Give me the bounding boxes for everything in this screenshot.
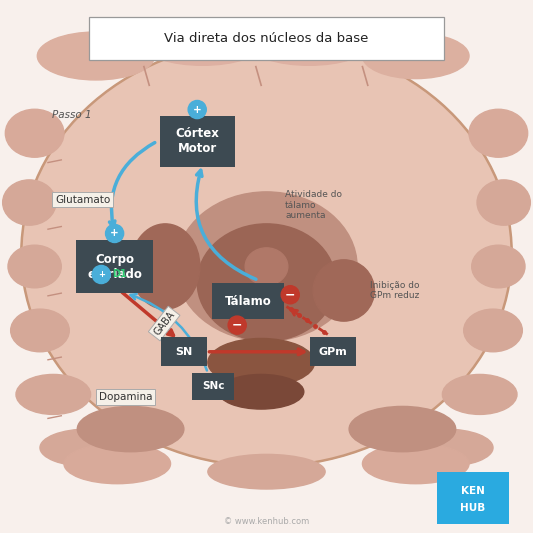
Ellipse shape <box>131 224 200 309</box>
Ellipse shape <box>3 180 56 225</box>
Ellipse shape <box>144 25 261 66</box>
Text: © www.kenhub.com: © www.kenhub.com <box>224 517 309 526</box>
Ellipse shape <box>245 248 288 285</box>
Circle shape <box>188 100 206 118</box>
Text: D1: D1 <box>112 270 127 279</box>
Text: Tálamo: Tálamo <box>224 295 271 308</box>
Text: Atividade do
tálamo
aumenta: Atividade do tálamo aumenta <box>285 190 342 220</box>
Text: +: + <box>98 270 105 279</box>
Circle shape <box>92 265 110 284</box>
Circle shape <box>281 286 300 304</box>
FancyBboxPatch shape <box>161 337 206 367</box>
Text: Via direta dos núcleos da base: Via direta dos núcleos da base <box>164 32 369 45</box>
Ellipse shape <box>8 245 61 288</box>
Ellipse shape <box>349 406 456 452</box>
Ellipse shape <box>37 32 155 80</box>
Ellipse shape <box>477 180 530 225</box>
FancyBboxPatch shape <box>310 337 356 367</box>
Text: +: + <box>193 104 201 115</box>
Ellipse shape <box>442 374 517 415</box>
FancyBboxPatch shape <box>437 472 509 524</box>
Text: Passo 1: Passo 1 <box>52 110 92 119</box>
Ellipse shape <box>208 454 325 489</box>
Text: Dopamina: Dopamina <box>99 392 152 402</box>
Text: GABA: GABA <box>152 310 176 337</box>
Ellipse shape <box>469 109 528 157</box>
Ellipse shape <box>397 429 493 466</box>
Ellipse shape <box>362 443 469 484</box>
Ellipse shape <box>21 40 512 466</box>
FancyBboxPatch shape <box>212 283 284 319</box>
Circle shape <box>106 224 124 243</box>
FancyBboxPatch shape <box>89 17 444 60</box>
Ellipse shape <box>464 309 522 352</box>
FancyBboxPatch shape <box>76 240 154 293</box>
Ellipse shape <box>40 429 136 466</box>
Text: Inibição do
GPm reduz: Inibição do GPm reduz <box>370 281 420 300</box>
Ellipse shape <box>11 309 69 352</box>
Bar <box>0 0 533 53</box>
Text: +: + <box>110 229 119 238</box>
Ellipse shape <box>208 338 314 386</box>
Ellipse shape <box>313 260 374 321</box>
Text: KEN: KEN <box>461 487 485 496</box>
Text: HUB: HUB <box>461 504 486 513</box>
FancyBboxPatch shape <box>192 373 234 400</box>
Ellipse shape <box>77 406 184 452</box>
Text: SNc: SNc <box>202 382 224 391</box>
Ellipse shape <box>251 25 368 66</box>
Text: −: − <box>232 319 243 332</box>
Ellipse shape <box>176 192 357 341</box>
Circle shape <box>228 316 246 334</box>
Ellipse shape <box>219 374 304 409</box>
Text: Córtex
Motor: Córtex Motor <box>175 127 219 155</box>
Text: Glutamato: Glutamato <box>55 195 110 205</box>
Ellipse shape <box>362 33 469 78</box>
Text: −: − <box>285 288 295 301</box>
Ellipse shape <box>472 245 525 288</box>
FancyBboxPatch shape <box>160 116 235 166</box>
Ellipse shape <box>197 224 336 341</box>
Ellipse shape <box>5 109 64 157</box>
Text: Corpo
estriado: Corpo estriado <box>87 253 142 280</box>
Ellipse shape <box>16 374 91 415</box>
Text: GPm: GPm <box>319 347 348 357</box>
Ellipse shape <box>64 443 171 484</box>
Text: SN: SN <box>175 347 192 357</box>
